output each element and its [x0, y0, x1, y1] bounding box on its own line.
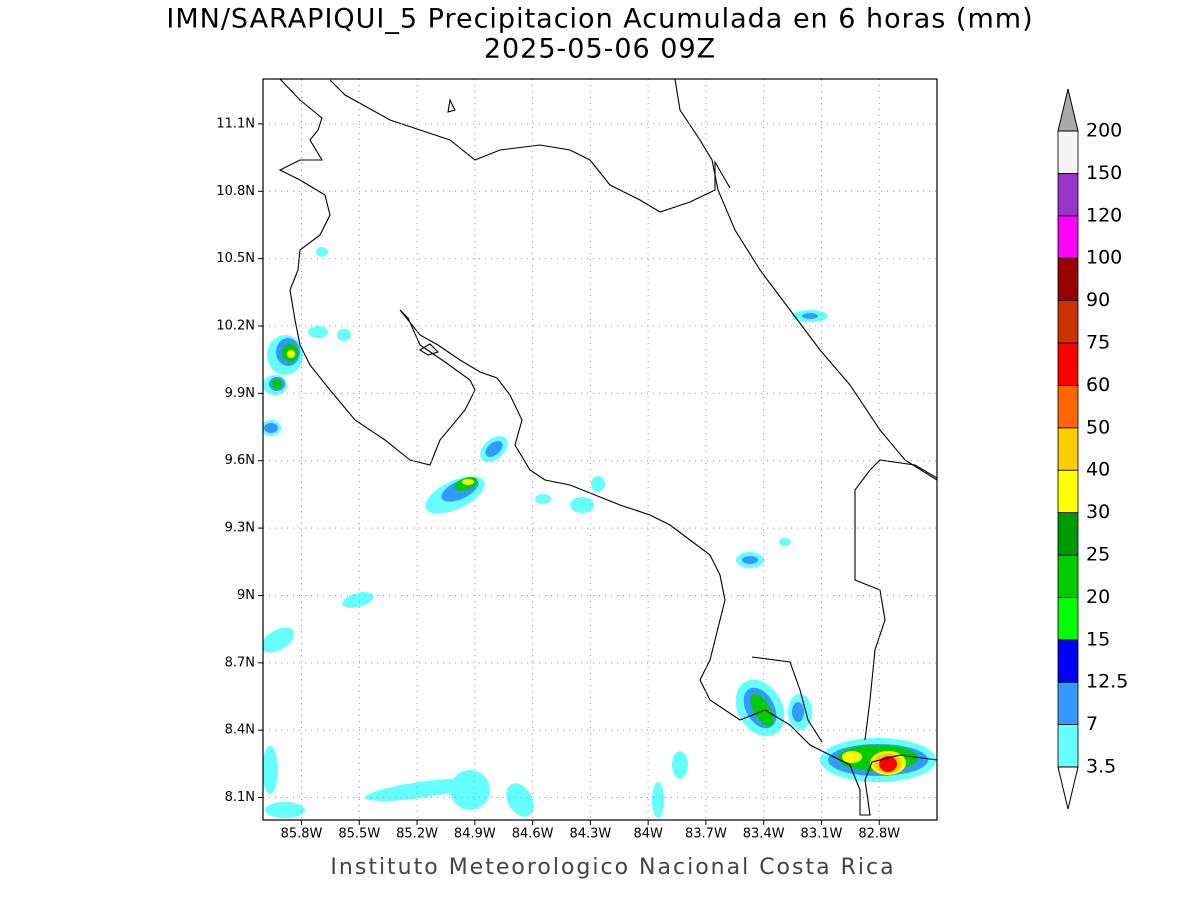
y-tick-label: 10.5N — [216, 251, 255, 266]
x-tick-label: 83.4W — [743, 827, 785, 842]
colorbar-segment — [1057, 172, 1079, 217]
x-tick-label: 82.8W — [858, 827, 900, 842]
coastline — [278, 79, 937, 816]
y-tick-label: 11.1N — [216, 116, 255, 131]
colorbar-label: 25 — [1086, 544, 1110, 566]
x-tick-label: 85.2W — [396, 827, 438, 842]
colorbar-label: 7 — [1086, 713, 1098, 735]
x-tick-label: 83.1W — [801, 827, 843, 842]
colorbar-segment — [1057, 554, 1079, 598]
colorbar-label: 50 — [1086, 416, 1110, 438]
colorbar-label: 150 — [1086, 162, 1122, 184]
y-tick-label: 9.6N — [225, 453, 255, 468]
colorbar-segment — [1057, 215, 1079, 259]
footer: Instituto Meteorologico Nacional Costa R… — [330, 855, 895, 880]
colorbar-label: 200 — [1086, 120, 1122, 142]
colorbar-label: 12.5 — [1086, 671, 1128, 693]
y-tick-label: 8.7N — [225, 655, 255, 670]
x-tick-label: 85.5W — [338, 827, 380, 842]
y-tick-label: 10.2N — [216, 319, 255, 334]
colorbar-segment — [1057, 469, 1079, 514]
colorbar-label: 3.5 — [1086, 756, 1116, 778]
plot-area — [262, 78, 938, 821]
colorbar-segment — [1057, 681, 1079, 726]
colorbar-label: 120 — [1086, 204, 1122, 226]
y-tick-label: 9.3N — [225, 521, 255, 536]
x-tick-label: 84.6W — [512, 827, 554, 842]
colorbar-segment — [1057, 257, 1079, 302]
y-tick-label: 8.1N — [225, 790, 255, 805]
y-tick-label: 9N — [237, 588, 255, 603]
colorbar-label: 30 — [1086, 501, 1110, 523]
colorbar-label: 75 — [1086, 332, 1110, 354]
colorbar-under — [1057, 766, 1079, 810]
y-tick-label: 8.4N — [225, 723, 255, 738]
colorbar-over — [1057, 88, 1079, 132]
y-tick-label: 10.8N — [216, 184, 255, 199]
colorbar-label: 60 — [1086, 374, 1110, 396]
x-tick-label: 84.9W — [454, 827, 496, 842]
plot-frame — [262, 78, 938, 821]
colorbar-segment — [1057, 300, 1079, 344]
y-tick-label: 9.9N — [225, 386, 255, 401]
colorbar-label: 20 — [1086, 586, 1110, 608]
colorbar-segment — [1057, 342, 1079, 386]
colorbar-segment — [1057, 512, 1079, 556]
precipitation — [263, 247, 936, 818]
colorbar-label: 100 — [1086, 247, 1122, 269]
grid — [263, 79, 937, 820]
x-tick-label: 84.3W — [569, 827, 611, 842]
map-title: IMN/SARAPIQUI_5 Precipitacion Acumulada … — [166, 4, 1033, 35]
x-tick-label: 83.7W — [685, 827, 727, 842]
colorbar-label: 40 — [1086, 459, 1110, 481]
map-subtitle: 2025-05-06 09Z — [484, 34, 716, 65]
colorbar-segment — [1057, 597, 1079, 641]
colorbar-segment — [1057, 724, 1079, 768]
colorbar-segment — [1057, 427, 1079, 471]
colorbar-segment — [1057, 639, 1079, 683]
x-tick-label: 85.8W — [281, 827, 323, 842]
colorbar-label: 15 — [1086, 628, 1110, 650]
colorbar-segment — [1057, 130, 1079, 174]
x-tick-label: 84W — [633, 827, 663, 842]
colorbar-label: 90 — [1086, 289, 1110, 311]
colorbar-segment — [1057, 384, 1079, 429]
